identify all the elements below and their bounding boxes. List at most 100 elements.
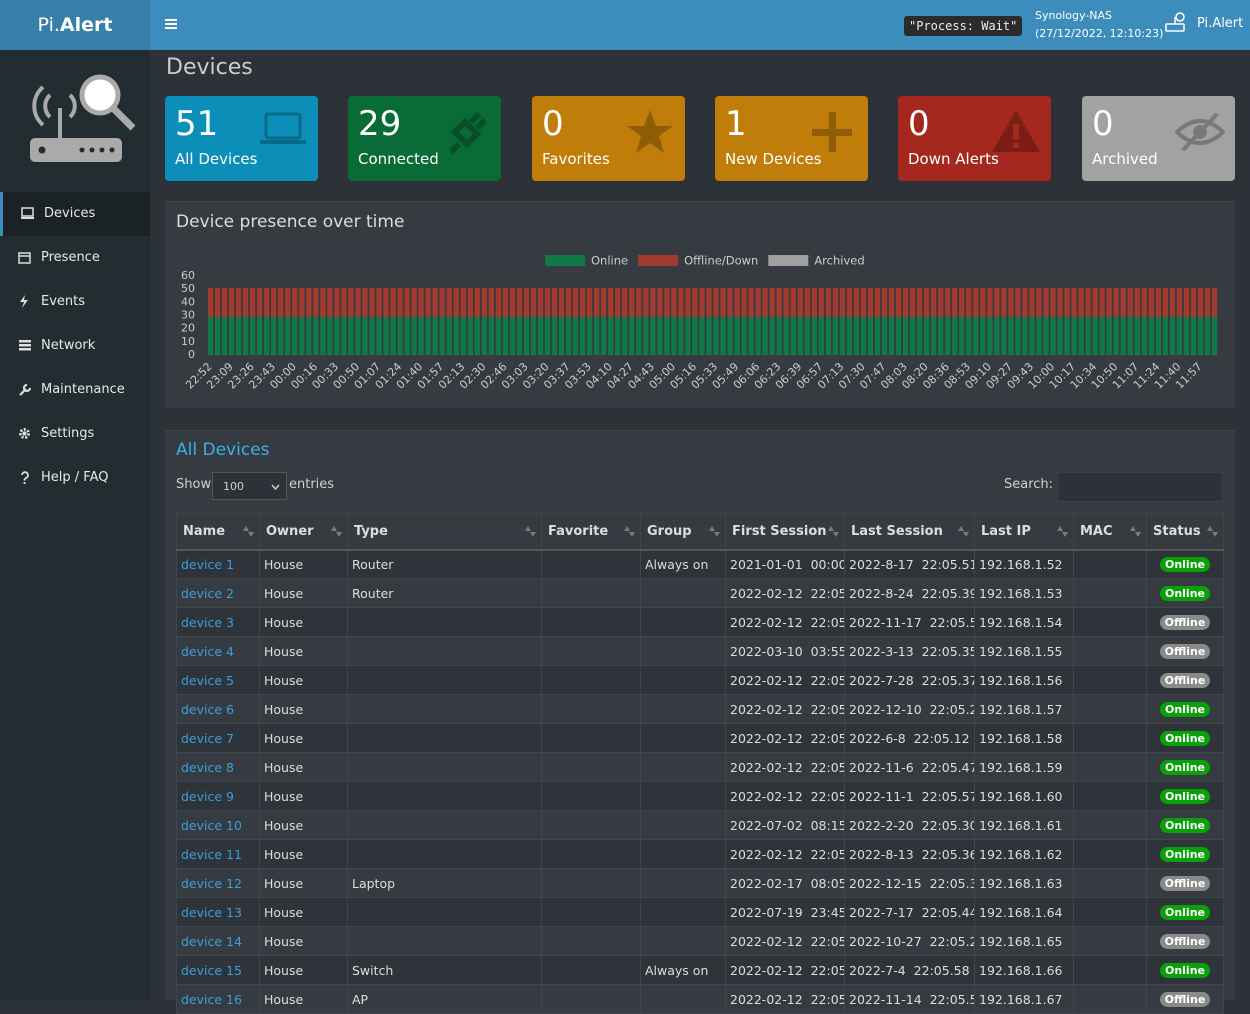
table-row: device 12 House Laptop 2022-02-17 08:05 2022… [176,868,1224,898]
y-tick-label: 60 [181,269,195,282]
device-link[interactable]: device 6 [181,701,234,717]
device-link[interactable]: device 11 [181,846,242,862]
bar-segment [404,316,410,355]
table-cell: Online [1146,549,1224,579]
menu-icon [19,383,32,396]
bar-segment [404,287,410,317]
device-link[interactable]: device 3 [181,614,234,630]
bar-segment [776,316,782,355]
stat-card[interactable]: 51 All Devices [165,96,318,181]
bar-segment [1183,316,1190,355]
cell-text: 2022-02-12 22:05 [730,846,845,862]
cell-text: House [264,701,304,717]
bar-segment [902,316,909,355]
table-row: device 3 House 2022-02-12 22:05 2022-11-17 … [176,607,1224,637]
bar-segment [706,316,712,355]
bar-segment [1078,287,1084,317]
menu-item[interactable]: Presence [0,236,150,280]
device-link[interactable]: device 10 [181,817,242,833]
device-link[interactable]: device 16 [181,991,242,1007]
page-size-select[interactable]: 100 [212,472,287,500]
logo[interactable]: Pi.Alert [0,0,150,50]
column-header[interactable]: Status [1146,513,1224,551]
menu-label: Presence [41,250,100,265]
column-header[interactable]: MAC [1073,513,1147,551]
devices-table: Name Owner Type Favorite Group First Session L… [176,513,1224,1014]
menu-item[interactable]: Events [0,280,150,324]
column-header[interactable]: Last Session [844,513,975,551]
device-link[interactable]: device 1 [181,556,234,572]
column-header[interactable]: First Session [725,513,845,551]
cell-text: House [264,585,304,601]
menu-item[interactable]: Maintenance [0,368,150,412]
bar-segment [846,316,853,355]
menu-item[interactable]: Help / FAQ [0,456,150,500]
table-cell: Offline [1146,926,1224,956]
table-cell [640,723,726,753]
stat-card[interactable]: 0 Down Alerts [898,96,1051,181]
device-link[interactable]: device 12 [181,875,242,891]
table-cell: device 10 [176,810,260,840]
y-tick-label: 40 [181,295,195,308]
status-badge: Offline [1159,644,1211,659]
bar-segment [1043,287,1049,317]
device-link[interactable]: device 4 [181,643,234,659]
stat-card[interactable]: 0 Favorites [532,96,685,181]
stat-card[interactable]: 29 Connected [348,96,501,181]
bar-segment [1176,287,1183,317]
bar-segment [1085,316,1091,355]
stat-card[interactable]: 0 Archived [1082,96,1235,181]
stat-card[interactable]: 1 New Devices [715,96,868,181]
bar-segment [327,287,333,317]
device-link[interactable]: device 14 [181,933,242,949]
column-header[interactable]: Group [640,513,726,551]
menu-item[interactable]: Network [0,324,150,368]
menu-toggle[interactable] [165,18,178,31]
column-title: MAC [1080,523,1113,539]
bar-segment [537,287,544,317]
cell-text: House [264,875,304,891]
device-link[interactable]: device 15 [181,962,242,978]
table-cell: device 2 [176,578,260,608]
bar-segment [411,316,417,355]
bar-segment [348,287,354,317]
column-header[interactable]: Name [176,513,260,551]
device-link[interactable]: device 8 [181,759,234,775]
menu-item[interactable]: Settings [0,412,150,456]
sort-icon [709,526,720,538]
column-header[interactable]: Type [347,513,542,551]
bar-segment [923,316,930,355]
menu-item[interactable]: Devices [0,192,150,236]
device-link[interactable]: device 13 [181,904,242,920]
device-link[interactable]: device 2 [181,585,234,601]
table-cell: House [259,839,348,869]
bar-segment [601,287,607,317]
column-header[interactable]: Favorite [541,513,641,551]
table-cell [1073,781,1147,811]
table-cell: Online [1146,578,1224,608]
column-header[interactable]: Owner [259,513,348,551]
table-cell [541,665,641,695]
bar-segment [769,287,775,317]
bar-segment [355,316,361,355]
device-link[interactable]: device 7 [181,730,234,746]
device-link[interactable]: device 5 [181,672,234,688]
bar-segment [467,316,473,355]
bar-segment [930,316,937,355]
bar-segment [748,287,754,317]
bar-segment [1043,316,1049,355]
device-link[interactable]: device 9 [181,788,234,804]
user-name[interactable]: Pi.Alert [1197,16,1244,31]
user-icon[interactable] [1164,12,1188,34]
bar-segment [790,316,796,355]
bar-segment [397,316,403,355]
table-cell [541,694,641,724]
column-header[interactable]: Last IP [974,513,1074,551]
bar-segment [643,287,649,317]
sort-icon [1057,526,1068,538]
cell-text: Switch [352,962,394,978]
bar-segment [369,287,375,317]
search-input[interactable] [1057,472,1223,502]
bar-segment [1071,316,1077,355]
cell-text: 2022-02-12 22:05 [730,701,845,717]
